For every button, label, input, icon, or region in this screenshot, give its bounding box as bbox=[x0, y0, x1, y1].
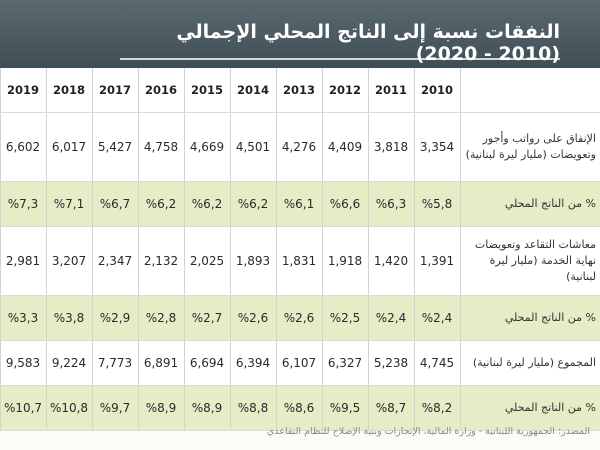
value-cell: %6,2 bbox=[183, 181, 230, 227]
value-cell: 3,354 bbox=[413, 112, 460, 182]
value-cell: 9,224 bbox=[45, 340, 92, 386]
value-cell: 3,207 bbox=[45, 226, 92, 296]
value-cell: 3,818 bbox=[367, 112, 414, 182]
table-title: النفقات نسبة إلى الناتج المحلي الإجمالي … bbox=[120, 21, 560, 65]
value-cell: %2,9 bbox=[91, 295, 138, 341]
value-cell: %3,3 bbox=[0, 295, 46, 341]
value-cell: %6,2 bbox=[137, 181, 184, 227]
value-cell: 1,893 bbox=[229, 226, 276, 296]
value-cell: 2,981 bbox=[0, 226, 46, 296]
value-cell: 1,420 bbox=[367, 226, 414, 296]
table-row: معاشات التقاعد وتعويضات نهاية الخدمة (مل… bbox=[0, 226, 600, 296]
row-label: % من الناتج المحلي bbox=[459, 385, 600, 431]
value-cell: %2,5 bbox=[321, 295, 368, 341]
data-table: 2010 2011 2012 2013 2014 2015 2016 2017 2018 2019… bbox=[0, 68, 600, 431]
value-cell: 6,107 bbox=[275, 340, 322, 386]
value-cell: %8,8 bbox=[229, 385, 276, 431]
value-cell: %2,8 bbox=[137, 295, 184, 341]
year-header-2014: 2014 bbox=[229, 68, 276, 113]
value-cell: 4,745 bbox=[413, 340, 460, 386]
value-cell: %5,8 bbox=[413, 181, 460, 227]
value-cell: 4,409 bbox=[321, 112, 368, 182]
value-cell: 4,501 bbox=[229, 112, 276, 182]
value-cell: 6,394 bbox=[229, 340, 276, 386]
value-cell: %8,6 bbox=[275, 385, 322, 431]
value-cell: 1,391 bbox=[413, 226, 460, 296]
value-cell: 2,025 bbox=[183, 226, 230, 296]
value-cell: 5,238 bbox=[367, 340, 414, 386]
label-header-cell bbox=[459, 68, 600, 113]
year-header-row: 2010 2011 2012 2013 2014 2015 2016 2017 2018 2019 bbox=[0, 68, 600, 113]
value-cell: %8,2 bbox=[413, 385, 460, 431]
value-cell: %2,7 bbox=[183, 295, 230, 341]
value-cell: 6,017 bbox=[45, 112, 92, 182]
value-cell: %7,1 bbox=[45, 181, 92, 227]
row-label: المجموع (مليار ليرة لبنانية) bbox=[459, 340, 600, 386]
table-row: % من الناتج المحلي %2,4 %2,4 %2,5 %2,6 %2,6 %2… bbox=[0, 295, 600, 341]
value-cell: %6,6 bbox=[321, 181, 368, 227]
value-cell: %2,4 bbox=[413, 295, 460, 341]
title-bar: النفقات نسبة إلى الناتج المحلي الإجمالي … bbox=[0, 0, 600, 68]
value-cell: 7,773 bbox=[91, 340, 138, 386]
value-cell: %8,7 bbox=[367, 385, 414, 431]
year-header-2017: 2017 bbox=[91, 68, 138, 113]
row-label: % من الناتج المحلي bbox=[459, 295, 600, 341]
value-cell: %3,8 bbox=[45, 295, 92, 341]
value-cell: 2,132 bbox=[137, 226, 184, 296]
table-row: الإنفاق على رواتب وأجور وتعويضات (مليار … bbox=[0, 112, 600, 182]
value-cell: 6,694 bbox=[183, 340, 230, 386]
value-cell: %9,5 bbox=[321, 385, 368, 431]
value-cell: 5,427 bbox=[91, 112, 138, 182]
value-cell: %10,8 bbox=[45, 385, 92, 431]
source-note: المصدر: الجمهورية اللبنانية - وزارة الما… bbox=[266, 426, 590, 437]
value-cell: %2,4 bbox=[367, 295, 414, 341]
value-cell: 6,602 bbox=[0, 112, 46, 182]
value-cell: 4,758 bbox=[137, 112, 184, 182]
value-cell: 6,891 bbox=[137, 340, 184, 386]
value-cell: %2,6 bbox=[275, 295, 322, 341]
year-header-2018: 2018 bbox=[45, 68, 92, 113]
value-cell: %8,9 bbox=[137, 385, 184, 431]
value-cell: 4,669 bbox=[183, 112, 230, 182]
value-cell: %6,2 bbox=[229, 181, 276, 227]
table-row: % من الناتج المحلي %5,8 %6,3 %6,6 %6,1 %6,2 %6… bbox=[0, 181, 600, 227]
row-label: الإنفاق على رواتب وأجور وتعويضات (مليار … bbox=[459, 112, 600, 182]
year-header-2015: 2015 bbox=[183, 68, 230, 113]
year-header-2012: 2012 bbox=[321, 68, 368, 113]
value-cell: %10,7 bbox=[0, 385, 46, 431]
value-cell: %7,3 bbox=[0, 181, 46, 227]
table-row: المجموع (مليار ليرة لبنانية) 4,745 5,238 6,… bbox=[0, 340, 600, 386]
value-cell: 1,918 bbox=[321, 226, 368, 296]
row-label: % من الناتج المحلي bbox=[459, 181, 600, 227]
value-cell: %6,3 bbox=[367, 181, 414, 227]
value-cell: 4,276 bbox=[275, 112, 322, 182]
table-row: % من الناتج المحلي %8,2 %8,7 %9,5 %8,6 %8,8 %8… bbox=[0, 385, 600, 431]
year-header-2010: 2010 bbox=[413, 68, 460, 113]
year-header-2013: 2013 bbox=[275, 68, 322, 113]
value-cell: 2,347 bbox=[91, 226, 138, 296]
value-cell: 6,327 bbox=[321, 340, 368, 386]
value-cell: %6,1 bbox=[275, 181, 322, 227]
value-cell: %9,7 bbox=[91, 385, 138, 431]
row-label: معاشات التقاعد وتعويضات نهاية الخدمة (مل… bbox=[459, 226, 600, 296]
value-cell: %6,7 bbox=[91, 181, 138, 227]
value-cell: %8,9 bbox=[183, 385, 230, 431]
year-header-2019: 2019 bbox=[0, 68, 46, 113]
value-cell: 1,831 bbox=[275, 226, 322, 296]
value-cell: 9,583 bbox=[0, 340, 46, 386]
year-header-2011: 2011 bbox=[367, 68, 414, 113]
year-header-2016: 2016 bbox=[137, 68, 184, 113]
value-cell: %2,6 bbox=[229, 295, 276, 341]
